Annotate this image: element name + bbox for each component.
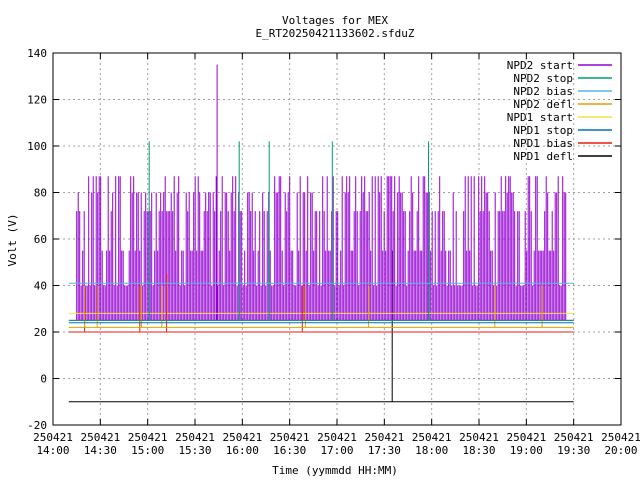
legend-item: NPD2 defl — [513, 98, 612, 111]
legend-label: NPD2 stop — [513, 72, 573, 85]
series-npd2-stop — [68, 141, 574, 321]
legend-item: NPD1 bias — [513, 137, 612, 150]
x-tick-time: 16:30 — [273, 444, 306, 457]
axis-ticks: -2002040608010012014025042114:0025042114… — [27, 47, 640, 457]
x-tick-date: 250421 — [317, 431, 357, 444]
series-lines — [68, 64, 574, 403]
x-tick-time: 14:30 — [84, 444, 117, 457]
x-tick-date: 250421 — [128, 431, 168, 444]
x-tick-date: 250421 — [459, 431, 499, 444]
series-npd2-defl — [68, 285, 574, 328]
y-tick-label: 100 — [27, 140, 47, 153]
legend-label: NPD2 bias — [513, 85, 573, 98]
legend-label: NPD2 defl — [513, 98, 573, 111]
x-tick-date: 250421 — [601, 431, 640, 444]
x-tick-time: 18:00 — [415, 444, 448, 457]
y-tick-label: 120 — [27, 94, 47, 107]
x-tick-time: 19:30 — [557, 444, 590, 457]
x-tick-time: 19:00 — [510, 444, 543, 457]
legend-label: NPD1 bias — [513, 137, 573, 150]
x-tick-time: 20:00 — [604, 444, 637, 457]
x-axis-label: Time (yymmdd HH:MM) — [272, 464, 398, 477]
legend-item: NPD2 bias — [513, 85, 612, 98]
plot-frame — [52, 52, 622, 426]
x-tick-date: 250421 — [506, 431, 546, 444]
y-axis-label: Volt (V) — [6, 214, 19, 267]
series-line — [68, 141, 574, 321]
x-tick-time: 15:30 — [178, 444, 211, 457]
x-tick-time: 15:00 — [131, 444, 164, 457]
legend-item: NPD2 start — [507, 59, 612, 72]
y-tick-label: 0 — [40, 373, 47, 386]
legend-item: NPD1 stop — [513, 124, 612, 137]
x-tick-date: 250421 — [554, 431, 594, 444]
y-tick-label: 80 — [34, 187, 47, 200]
y-tick-label: 60 — [34, 233, 47, 246]
legend-item: NPD2 stop — [513, 72, 612, 85]
x-tick-time: 14:00 — [36, 444, 69, 457]
y-tick-label: 140 — [27, 47, 47, 60]
y-tick-label: 40 — [34, 280, 47, 293]
x-tick-date: 250421 — [222, 431, 262, 444]
legend-label: NPD1 defl — [513, 150, 573, 163]
x-tick-date: 250421 — [270, 431, 310, 444]
x-tick-time: 18:30 — [462, 444, 495, 457]
legend-label: NPD1 start — [507, 111, 573, 124]
x-tick-time: 17:00 — [320, 444, 353, 457]
legend-label: NPD1 stop — [513, 124, 573, 137]
legend-label: NPD2 start — [507, 59, 573, 72]
series-line — [68, 285, 574, 328]
x-tick-date: 250421 — [80, 431, 120, 444]
x-tick-time: 16:00 — [226, 444, 259, 457]
chart-title: Voltages for MEX — [282, 14, 388, 27]
x-tick-date: 250421 — [412, 431, 452, 444]
x-tick-date: 250421 — [33, 431, 73, 444]
legend-item: NPD1 start — [507, 111, 612, 124]
x-tick-date: 250421 — [175, 431, 215, 444]
chart-subtitle: E_RT20250421133602.sfduZ — [256, 27, 415, 40]
legend-item: NPD1 defl — [513, 150, 612, 163]
x-tick-time: 17:30 — [368, 444, 401, 457]
y-tick-label: 20 — [34, 326, 47, 339]
y-tick-label: -20 — [27, 419, 47, 432]
x-tick-date: 250421 — [364, 431, 404, 444]
